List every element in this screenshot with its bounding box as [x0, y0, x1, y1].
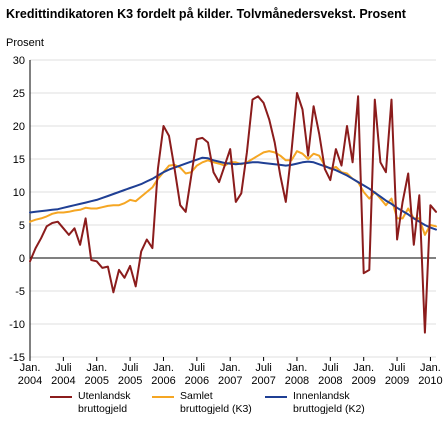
- x-tick-label: Jan.: [353, 362, 374, 374]
- legend-label: Utenlandsk: [78, 390, 131, 402]
- y-tick-label: -15: [9, 352, 25, 364]
- x-tick-year: 2008: [318, 375, 342, 387]
- x-tick-year: 2008: [285, 375, 309, 387]
- y-tick-label: 30: [13, 55, 25, 67]
- legend-label: Samlet: [180, 390, 213, 402]
- x-tick-label: Juli: [122, 362, 139, 374]
- y-axis-ticks: 30 25 20 15 10 5 0 -5 -10 -15: [9, 55, 25, 364]
- series-line-2: [29, 156, 437, 231]
- y-tick-label: 20: [13, 121, 25, 133]
- y-tick-label: 10: [13, 187, 25, 199]
- y-tick-label: 0: [19, 253, 25, 265]
- y-tick-label: -10: [9, 319, 25, 331]
- x-tick-label: Juli: [189, 362, 206, 374]
- x-tick-year: 2005: [84, 375, 108, 387]
- x-tick-label: Jan.: [20, 362, 41, 374]
- x-tick-year: 2010: [418, 375, 442, 387]
- series-line-0: [29, 92, 437, 334]
- x-tick-label: Jan.: [86, 362, 107, 374]
- x-axis-ticks: Jan.2004Juli2004Jan.2005Juli2005Jan.2006…: [18, 357, 443, 387]
- x-tick-year: 2004: [18, 375, 42, 387]
- x-tick-year: 2006: [185, 375, 209, 387]
- series-lines: [29, 92, 437, 334]
- y-tick-label: 5: [19, 220, 25, 232]
- x-tick-year: 2006: [151, 375, 175, 387]
- legend-label-line2: bruttogjeld (K3): [180, 403, 252, 415]
- y-tick-label: 25: [13, 88, 25, 100]
- legend-label: Innenlandsk: [293, 390, 350, 402]
- x-tick-label: Juli: [322, 362, 339, 374]
- x-tick-year: 2007: [218, 375, 242, 387]
- x-tick-label: Juli: [389, 362, 406, 374]
- x-tick-label: Jan.: [220, 362, 241, 374]
- x-tick-year: 2005: [118, 375, 142, 387]
- gridlines: [29, 59, 436, 358]
- x-tick-year: 2007: [251, 375, 275, 387]
- x-tick-year: 2009: [385, 375, 409, 387]
- x-tick-label: Jan.: [153, 362, 174, 374]
- y-tick-label: 15: [13, 154, 25, 166]
- x-tick-label: Juli: [55, 362, 72, 374]
- y-axis-label: Prosent: [6, 37, 44, 49]
- series-line-1: [29, 150, 437, 236]
- x-tick-year: 2009: [351, 375, 375, 387]
- y-tick-label: -5: [15, 286, 25, 298]
- x-tick-year: 2004: [51, 375, 75, 387]
- x-tick-label: Jan.: [287, 362, 308, 374]
- legend-label-line2: bruttogjeld: [78, 403, 127, 415]
- x-tick-label: Jan.: [420, 362, 441, 374]
- chart-title: Kredittindikatoren K3 fordelt på kilder.…: [6, 7, 407, 21]
- x-tick-label: Juli: [255, 362, 272, 374]
- legend-label-line2: bruttogjeld (K2): [293, 403, 365, 415]
